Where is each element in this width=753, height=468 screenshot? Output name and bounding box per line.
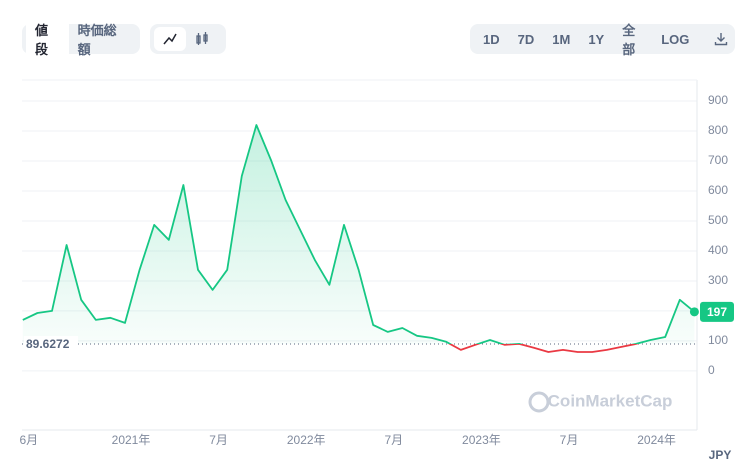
chart-type-group bbox=[150, 24, 226, 54]
candle-icon[interactable] bbox=[186, 27, 218, 51]
y-tick-label: 600 bbox=[708, 183, 728, 197]
x-tick-label: 7月 bbox=[560, 433, 579, 447]
baseline-label: 89.6272 bbox=[26, 337, 70, 351]
baseline-label-bg bbox=[24, 336, 78, 351]
area bbox=[22, 125, 695, 345]
tab[interactable]: 時価総額 bbox=[77, 23, 117, 57]
price-line bbox=[22, 124, 695, 353]
range-button[interactable]: 7D bbox=[517, 31, 535, 47]
range-group: 1D 7D 1M 1Y 全部 LOG bbox=[470, 23, 736, 57]
y-tick-label: 700 bbox=[708, 153, 728, 167]
x-tick-label: 7月 bbox=[384, 433, 403, 447]
download-button[interactable] bbox=[706, 28, 736, 50]
y-tick-label: 800 bbox=[708, 123, 728, 137]
y-tick-label: 300 bbox=[708, 273, 728, 287]
currency-label: JPY bbox=[709, 448, 732, 462]
x-tick-label: 2021年 bbox=[112, 433, 151, 447]
log-button[interactable]: LOG bbox=[661, 31, 690, 47]
x-tick-label: 2022年 bbox=[287, 433, 326, 447]
watermark: CoinMarketCap bbox=[548, 391, 673, 410]
x-tick-label: 2023年 bbox=[462, 433, 501, 447]
watermark-logo bbox=[528, 391, 550, 413]
last-point bbox=[689, 307, 699, 317]
x-tick-label: 6月 bbox=[19, 433, 38, 447]
range-button[interactable]: 1Y bbox=[588, 31, 605, 47]
y-tick-label: 0 bbox=[708, 363, 715, 377]
line-icon[interactable] bbox=[154, 27, 186, 51]
x-tick-label: 7月 bbox=[209, 433, 228, 447]
price-badge-label: 197 bbox=[707, 305, 727, 319]
range-button[interactable]: 1M bbox=[552, 31, 571, 47]
x-tick-label: 2024年 bbox=[637, 433, 676, 447]
range-button[interactable]: 全部 bbox=[622, 23, 636, 57]
tab[interactable]: 値段 bbox=[26, 15, 69, 63]
y-tick-label: 400 bbox=[708, 243, 728, 257]
y-tick-label: 900 bbox=[708, 93, 728, 107]
tab-group: 値段 時価総額 bbox=[22, 15, 140, 63]
range-button[interactable]: 1D bbox=[483, 31, 500, 47]
price-badge bbox=[700, 301, 734, 322]
y-tick-label: 100 bbox=[708, 333, 728, 347]
y-tick-label: 500 bbox=[708, 213, 728, 227]
